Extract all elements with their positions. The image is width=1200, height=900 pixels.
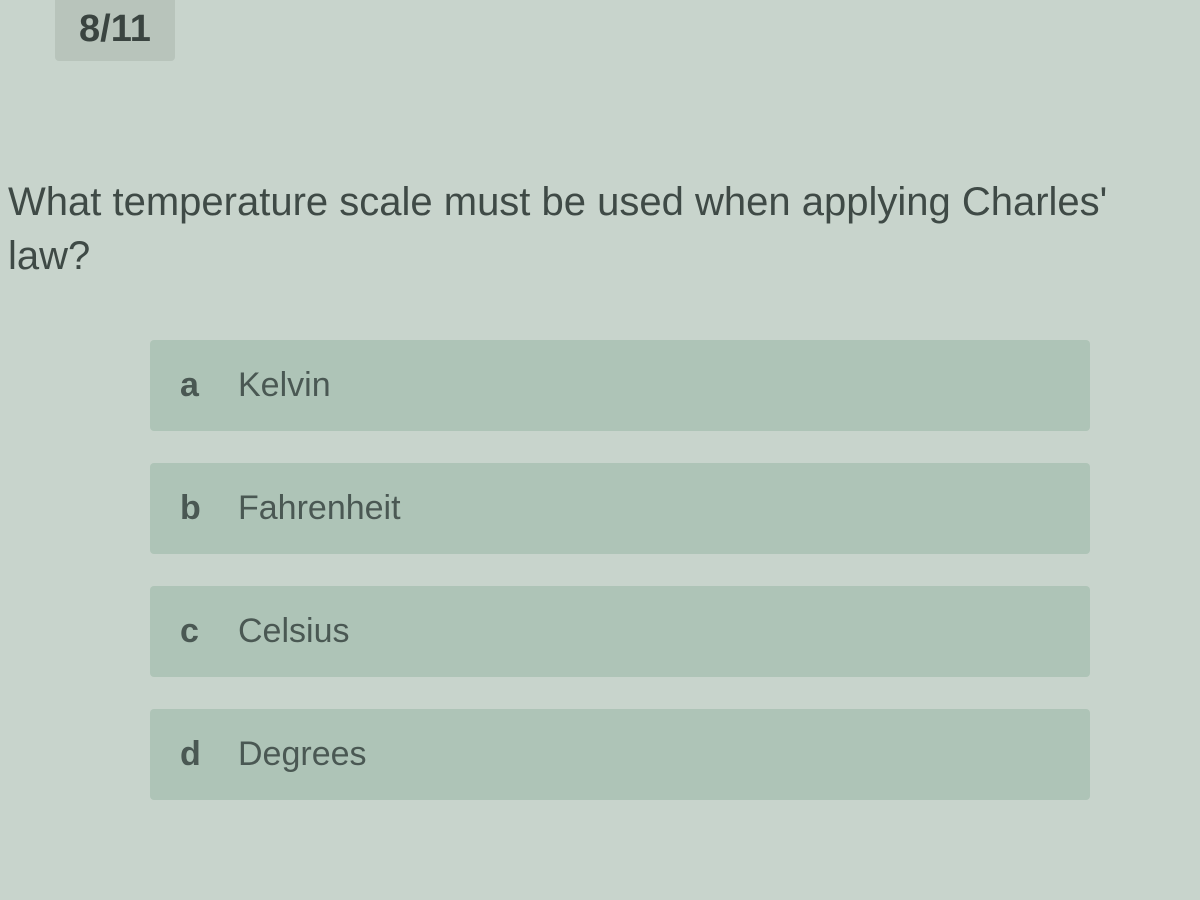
option-text: Fahrenheit (238, 489, 401, 528)
option-a[interactable]: a Kelvin (150, 340, 1090, 431)
question-text: What temperature scale must be used when… (8, 175, 1180, 283)
option-letter: b (180, 489, 210, 528)
option-b[interactable]: b Fahrenheit (150, 463, 1090, 554)
option-text: Degrees (238, 735, 367, 774)
progress-text: 8/11 (79, 8, 151, 50)
option-text: Celsius (238, 612, 349, 651)
option-letter: a (180, 366, 210, 405)
option-c[interactable]: c Celsius (150, 586, 1090, 677)
option-letter: c (180, 612, 210, 651)
option-letter: d (180, 735, 210, 774)
option-text: Kelvin (238, 366, 331, 405)
option-d[interactable]: d Degrees (150, 709, 1090, 800)
options-container: a Kelvin b Fahrenheit c Celsius d Degree… (150, 340, 1090, 800)
progress-badge: 8/11 (55, 0, 175, 61)
question-container: What temperature scale must be used when… (0, 175, 1200, 283)
